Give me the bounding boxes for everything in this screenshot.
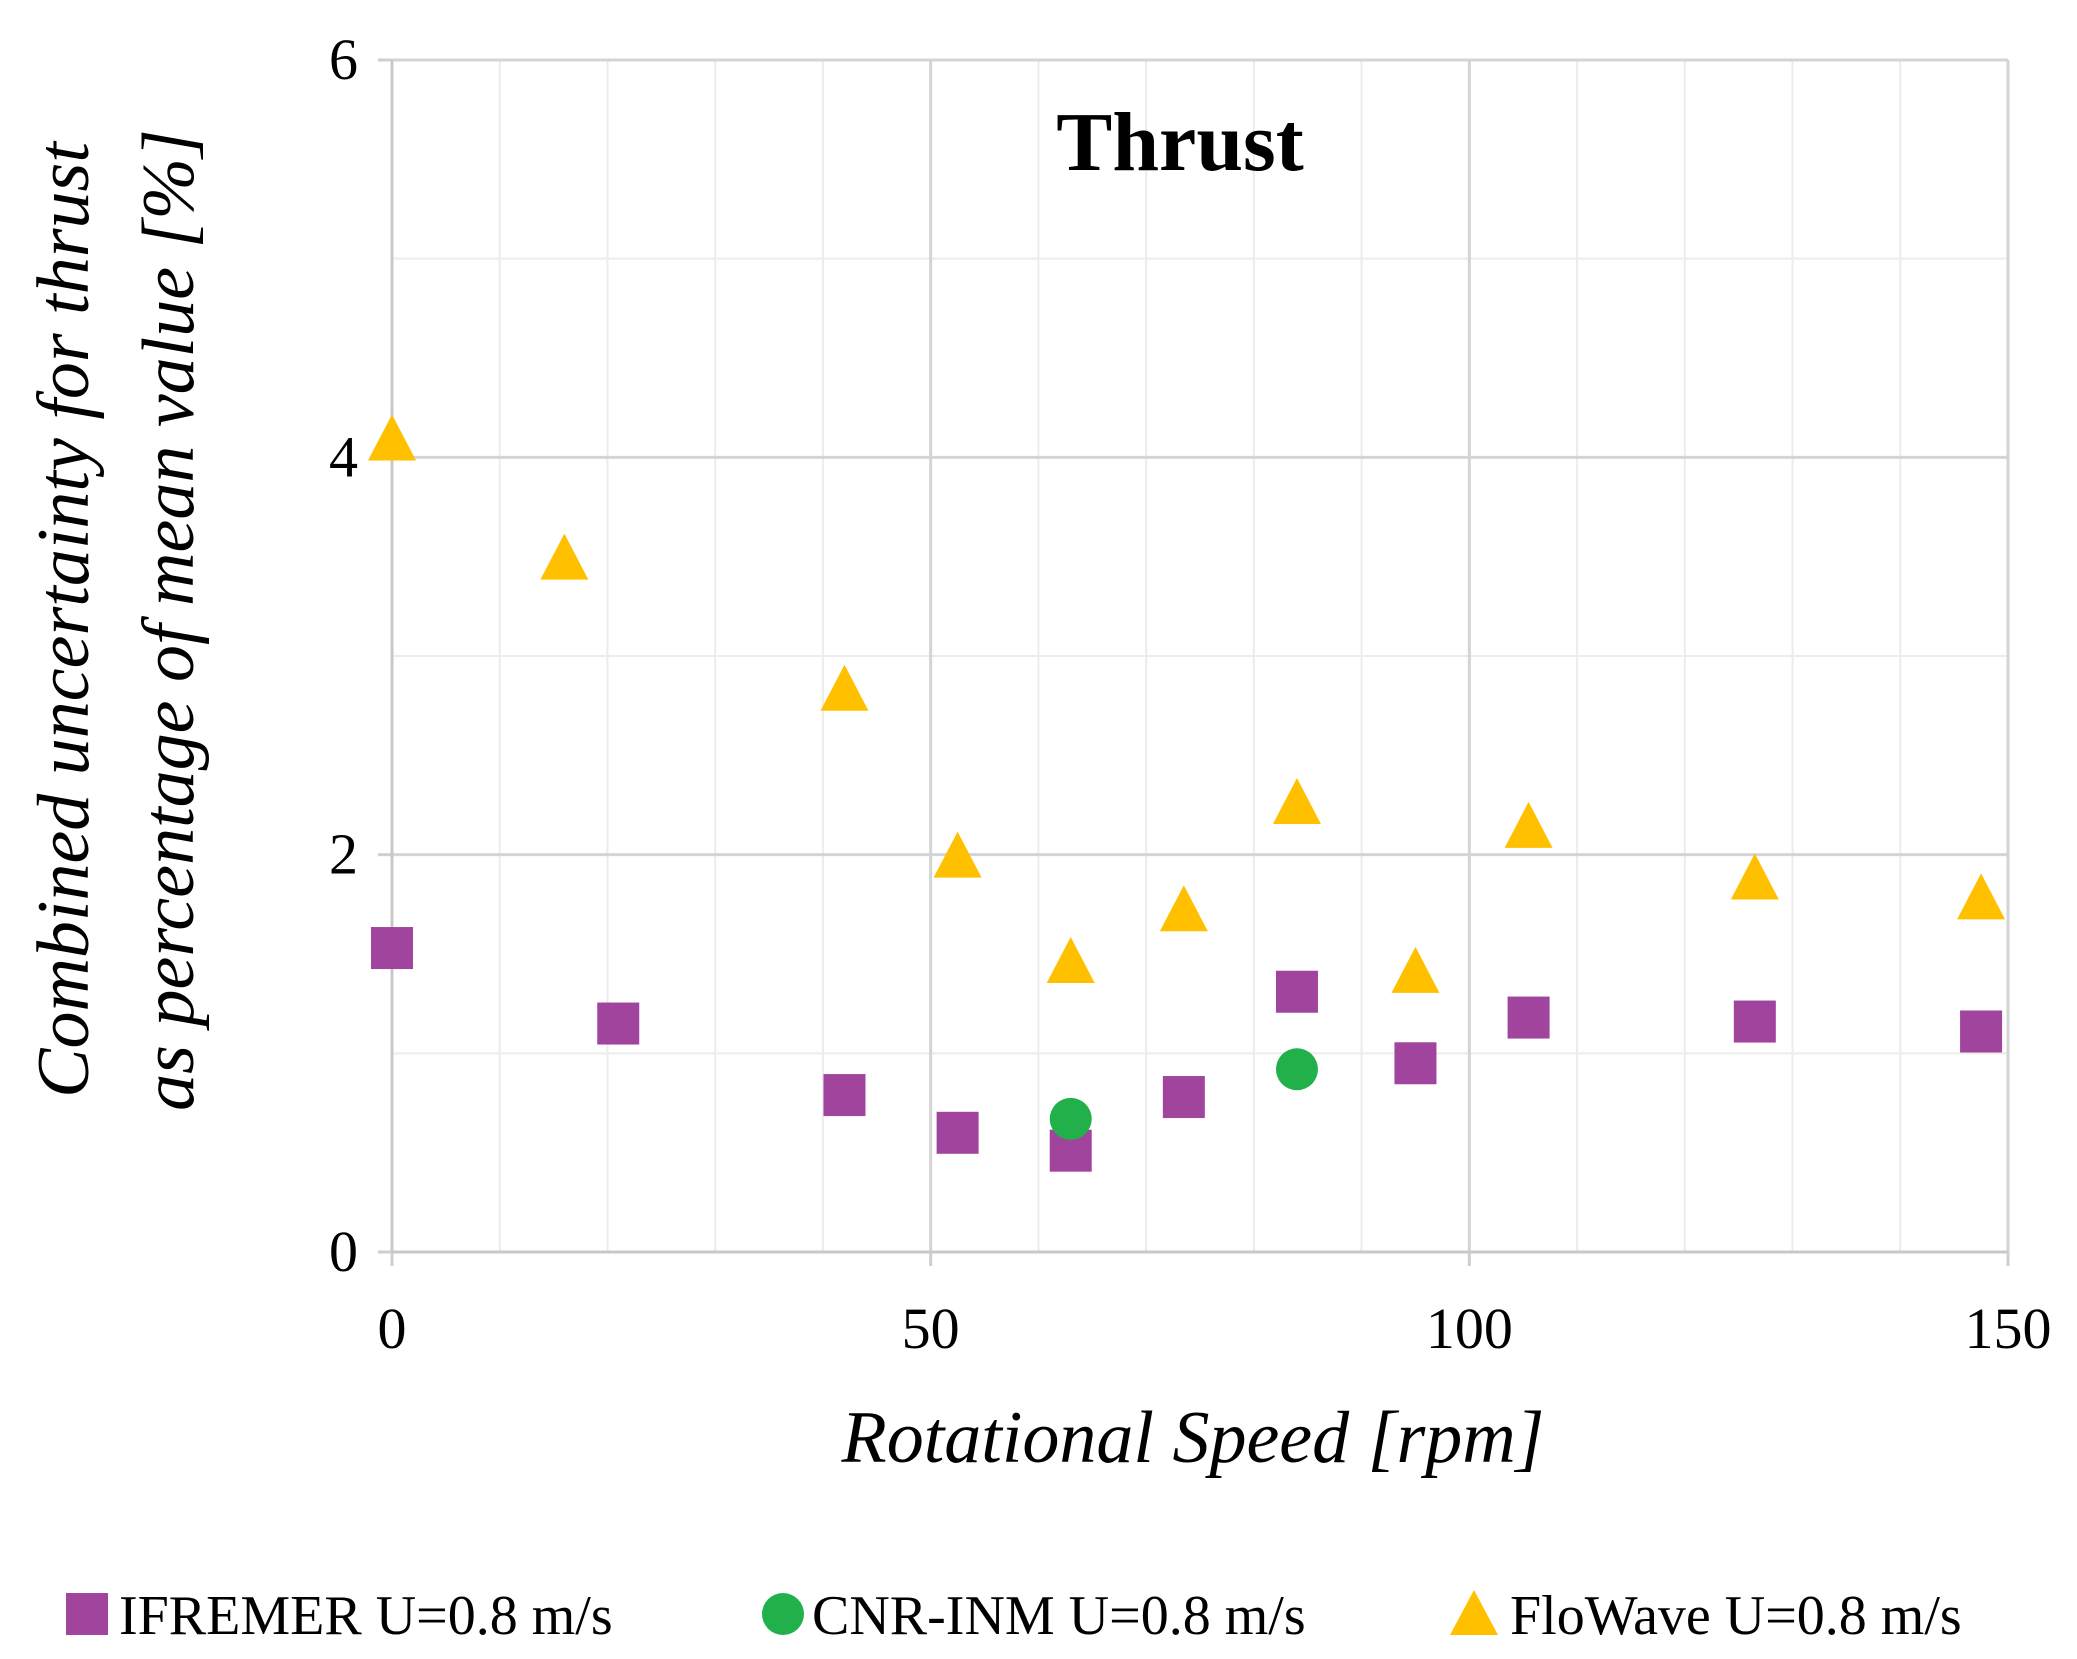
- y-tick-label: 0: [329, 1219, 358, 1284]
- y-tick-label: 2: [329, 822, 358, 887]
- data-point-square: [597, 1002, 640, 1045]
- legend-item-ifremer: IFREMER U=0.8 m/s: [66, 1585, 613, 1647]
- data-point-square: [1507, 996, 1550, 1039]
- y-axis-title-line-2: as percentage of mean value [%]: [128, 129, 210, 1111]
- data-point-triangle: [368, 414, 416, 461]
- y-tick-label: 6: [329, 27, 358, 92]
- tick-labels: 0 50 100 150 0 2 4 6: [329, 27, 2052, 1361]
- x-tick-label: 100: [1426, 1296, 1513, 1361]
- legend-item-cnr-inm: CNR-INM U=0.8 m/s: [762, 1585, 1306, 1647]
- legend-item-flowave: FloWave U=0.8 m/s: [1450, 1585, 1962, 1647]
- data-point-square: [1733, 1000, 1776, 1043]
- data-point-triangle: [1957, 873, 2006, 920]
- x-axis-title: Rotational Speed [rpm]: [841, 1397, 1545, 1479]
- data-point-triangle: [1730, 853, 1779, 900]
- chart-title: Thrust: [1056, 96, 1303, 189]
- data-point-triangle: [1046, 936, 1095, 983]
- data-point-square: [1275, 970, 1318, 1013]
- major-gridlines: [392, 58, 2010, 1252]
- x-tick-label: 0: [378, 1296, 407, 1361]
- x-tick-label: 150: [1965, 1296, 2052, 1361]
- data-point-circle: [1275, 1048, 1318, 1091]
- data-point-circle: [1049, 1097, 1092, 1140]
- data-point-square: [823, 1074, 866, 1117]
- series-cnr-inm: [1049, 1048, 1318, 1140]
- legend-label-cnr-inm: CNR-INM U=0.8 m/s: [812, 1585, 1306, 1647]
- legend: IFREMER U=0.8 m/s CNR-INM U=0.8 m/s FloW…: [66, 1585, 1962, 1647]
- data-point-triangle: [1159, 885, 1208, 932]
- legend-triangle-marker: [1450, 1590, 1498, 1635]
- data-point-triangle: [820, 664, 869, 711]
- data-point-triangle: [1272, 778, 1321, 825]
- series-flowave: [368, 414, 2006, 993]
- data-point-square: [1960, 1010, 2003, 1053]
- data-point-square: [1162, 1076, 1205, 1119]
- y-axis-title-line-1: Combined uncertainty for thrust: [23, 140, 105, 1098]
- legend-circle-marker: [762, 1593, 804, 1635]
- x-tick-label: 50: [902, 1296, 960, 1361]
- data-markers: [368, 414, 2006, 1172]
- data-point-triangle: [1504, 801, 1553, 848]
- minor-gridlines: [392, 60, 2008, 1252]
- data-point-square: [936, 1111, 979, 1154]
- legend-label-flowave: FloWave U=0.8 m/s: [1510, 1585, 1962, 1647]
- legend-square-marker: [66, 1593, 108, 1635]
- data-point-triangle: [933, 831, 982, 878]
- data-point-square: [371, 927, 413, 970]
- data-point-triangle: [1391, 946, 1440, 993]
- legend-label-ifremer: IFREMER U=0.8 m/s: [119, 1585, 613, 1647]
- data-point-square: [1394, 1042, 1437, 1085]
- data-point-triangle: [540, 533, 589, 580]
- series-ifremer: [371, 927, 2003, 1172]
- y-tick-label: 4: [329, 424, 358, 489]
